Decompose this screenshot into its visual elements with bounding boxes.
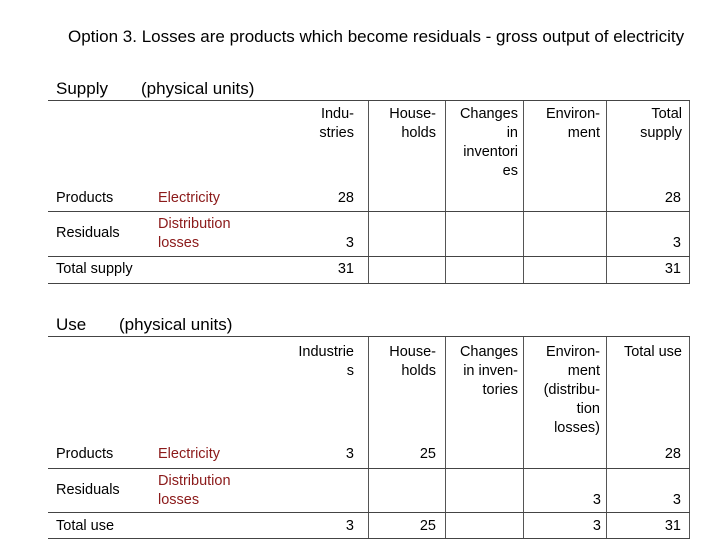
supply-row-item: Distribution losses [158, 216, 231, 251]
supply-header-inventories: Changes in inventori es [459, 106, 518, 179]
use-header-households: House-holds [389, 344, 436, 379]
use-cell: 3 [345, 518, 354, 534]
supply-col-divider [606, 101, 607, 284]
page-title: Option 3. Losses are products which beco… [68, 27, 685, 46]
use-top-rule [48, 336, 690, 337]
supply-row-category: Total supply [56, 261, 133, 277]
use-col-divider [606, 337, 607, 539]
use-row-category: Total use [56, 518, 115, 534]
use-header-industries: Industrie s [298, 344, 354, 379]
supply-cell: 31 [337, 261, 354, 277]
supply-cell: 28 [664, 190, 681, 206]
use-units-label: (physical units) [119, 315, 233, 334]
supply-section-label: Supply [56, 79, 108, 98]
supply-units-label: (physical units) [141, 79, 255, 98]
use-row-rule [48, 512, 690, 513]
use-cell: 3 [345, 446, 354, 462]
supply-cell: 28 [337, 190, 354, 206]
use-row-category: Products [56, 446, 114, 462]
use-cell: 3 [672, 492, 681, 508]
use-header-inventories: Changes in inven-tories [459, 344, 518, 398]
use-cell: 3 [592, 492, 601, 508]
supply-header-industries: Indu-stries [319, 106, 354, 141]
use-row-category: Residuals [56, 482, 120, 498]
supply-bottom-rule [48, 283, 690, 284]
use-cell: 31 [664, 518, 681, 534]
supply-top-rule [48, 100, 690, 101]
supply-row-rule [48, 211, 690, 212]
use-col-divider [445, 337, 446, 539]
use-row-rule [48, 468, 690, 469]
supply-col-divider [523, 101, 524, 284]
use-header-total: Total use [623, 344, 682, 360]
use-row-item: Distribution losses [158, 473, 231, 508]
supply-col-divider [689, 101, 690, 284]
supply-col-divider [368, 101, 369, 284]
use-cell: 25 [419, 518, 436, 534]
use-col-divider [368, 337, 369, 539]
use-header-environment: Environ-ment (distribu-tion losses) [543, 344, 600, 436]
supply-cell: 3 [345, 235, 354, 251]
supply-row-category: Residuals [56, 225, 120, 241]
use-cell: 28 [664, 446, 681, 462]
supply-row-item: Electricity [158, 190, 221, 206]
use-col-divider [689, 337, 690, 539]
use-cell: 25 [419, 446, 436, 462]
use-section-label: Use [56, 315, 87, 334]
supply-col-divider [445, 101, 446, 284]
use-row-item: Electricity [158, 446, 221, 462]
supply-header-environment: Environ-ment [546, 106, 600, 141]
supply-cell: 3 [672, 235, 681, 251]
use-cell: 3 [592, 518, 601, 534]
supply-row-rule [48, 256, 690, 257]
supply-cell: 31 [664, 261, 681, 277]
supply-header-total: Total supply [640, 106, 682, 141]
use-bottom-rule [48, 538, 690, 539]
supply-row-category: Products [56, 190, 114, 206]
supply-header-households: House-holds [389, 106, 436, 141]
use-col-divider [523, 337, 524, 539]
